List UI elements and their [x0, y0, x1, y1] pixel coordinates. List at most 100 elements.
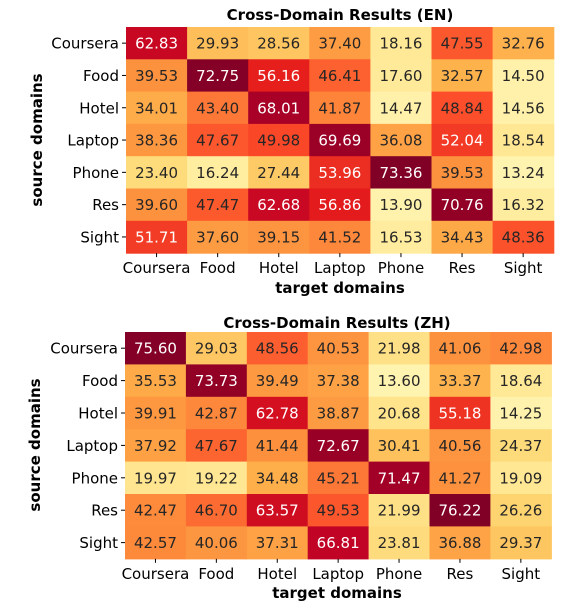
cell-value-label: 49.53 [317, 502, 360, 520]
heatmap-panel-en: Cross-Domain Results (EN) 62.83 29.93 28.5… [28, 6, 555, 297]
x-tick-label: Sight [504, 259, 543, 277]
cell-value-label: 42.47 [134, 502, 177, 520]
cell-value-label: 62.78 [256, 405, 299, 423]
heatmap-cell-zh-phone-food [185, 461, 248, 495]
cell-value-label: 21.99 [378, 502, 421, 520]
cell-value-label: 19.97 [134, 469, 177, 487]
heatmap-cell-zh-hotel-sight [490, 396, 552, 430]
heatmap-cell-zh-res-sight [490, 494, 552, 527]
heatmap-cell-en-laptop-phone [370, 123, 433, 157]
cell-value-label: 30.41 [378, 437, 421, 455]
cell-value-label: 47.47 [196, 196, 239, 214]
cell-value-label: 41.06 [438, 340, 481, 358]
heatmap-cell-zh-sight-sight [490, 526, 552, 560]
y-tick-label: Coursera [51, 35, 119, 53]
cell-value-label: 48.84 [441, 99, 484, 117]
cell-value-label: 14.25 [499, 405, 542, 423]
heatmap-panel-zh: Cross-Domain Results (ZH) 75.60 29.03 48.5… [26, 314, 552, 602]
cell-value-label: 42.57 [134, 534, 177, 552]
cell-value-label: 51.71 [135, 228, 178, 246]
heatmap-cell-en-phone-res [431, 156, 494, 190]
y-tick-label: Res [92, 196, 119, 214]
heatmap-cell-en-coursera-phone [370, 27, 433, 60]
cell-value-label: 35.53 [134, 372, 177, 390]
heatmap-cell-en-res-coursera [126, 188, 188, 222]
y-axis-ticks-zh: Coursera Food Hotel Laptop Phone Res Sight [50, 340, 125, 552]
heatmap-cell-zh-res-food [185, 494, 248, 527]
heatmap-cell-zh-food-sight [490, 364, 552, 398]
cell-value-label: 29.03 [195, 340, 238, 358]
heatmap-cell-zh-res-hotel [246, 494, 309, 527]
y-axis-label-en: source domains [28, 73, 46, 206]
heatmap-cell-zh-sight-laptop [307, 526, 370, 560]
cell-value-label: 47.67 [195, 437, 238, 455]
y-tick-label: Phone [73, 164, 119, 182]
heatmap-cell-en-food-food [187, 59, 249, 93]
heatmap-cell-en-res-food [187, 188, 249, 222]
heatmap-cell-zh-hotel-coursera [125, 396, 187, 430]
heatmap-cell-zh-laptop-laptop [307, 429, 370, 463]
cell-value-label: 36.08 [379, 132, 422, 150]
heatmap-cell-en-phone-coursera [126, 156, 188, 190]
cell-value-label: 41.27 [438, 469, 481, 487]
heatmap-cell-en-food-hotel [248, 59, 310, 93]
cell-value-label: 39.49 [256, 372, 299, 390]
y-tick-label: Coursera [50, 340, 118, 358]
heatmap-cell-zh-food-coursera [125, 364, 187, 398]
y-tick-label: Phone [72, 469, 118, 487]
cell-value-label: 14.50 [502, 67, 545, 85]
cell-value-label: 23.40 [135, 164, 178, 182]
heatmap-cell-zh-coursera-food [185, 332, 248, 365]
y-axis-ticks-en: Coursera Food Hotel Laptop Phone Res Sight [51, 35, 126, 246]
cell-value-label: 76.22 [438, 502, 481, 520]
cell-value-label: 48.36 [502, 228, 545, 246]
y-tick-label: Sight [80, 228, 119, 246]
x-tick-label: Phone [378, 259, 424, 277]
cell-value-label: 73.36 [379, 164, 422, 182]
heatmap-cell-en-coursera-hotel [248, 27, 310, 60]
heatmap-cell-zh-coursera-phone [368, 332, 431, 365]
heatmap-cell-zh-res-laptop [307, 494, 370, 527]
x-tick-label: Food [198, 565, 234, 583]
cell-value-label: 39.15 [257, 228, 300, 246]
heatmap-cell-en-hotel-sight [492, 91, 555, 125]
cell-value-label: 24.37 [499, 437, 542, 455]
cell-value-label: 14.56 [502, 99, 545, 117]
cell-value-label: 32.57 [441, 67, 484, 85]
heatmap-cell-en-sight-hotel [248, 220, 310, 254]
cell-value-label: 16.53 [379, 228, 422, 246]
cell-value-label: 70.76 [441, 196, 484, 214]
y-tick-label: Res [91, 502, 118, 520]
cell-value-label: 40.53 [317, 340, 360, 358]
x-tick-label: Laptop [312, 565, 364, 583]
cell-value-label: 53.96 [318, 164, 361, 182]
x-tick-label: Hotel [257, 565, 297, 583]
cell-value-label: 37.60 [196, 228, 239, 246]
heatmap-cell-zh-laptop-phone [368, 429, 431, 463]
heatmap-cell-en-sight-res [431, 220, 494, 254]
cell-value-label: 26.26 [499, 502, 542, 520]
heatmap-cell-zh-food-laptop [307, 364, 370, 398]
cell-value-label: 47.55 [441, 35, 484, 53]
cell-value-label: 36.88 [438, 534, 481, 552]
heatmap-cell-zh-hotel-res [429, 396, 491, 430]
cell-value-label: 69.69 [318, 132, 361, 150]
heatmap-cell-zh-phone-coursera [125, 461, 187, 495]
cell-value-label: 75.60 [134, 340, 177, 358]
heatmap-cell-zh-food-hotel [246, 364, 309, 398]
heatmap-cell-zh-laptop-res [429, 429, 491, 463]
cell-value-label: 27.44 [257, 164, 300, 182]
heatmap-cell-zh-res-res [429, 494, 491, 527]
cell-value-label: 43.40 [196, 99, 239, 117]
heatmap-cell-en-coursera-laptop [309, 27, 371, 60]
heatmap-cell-en-food-coursera [126, 59, 188, 93]
heatmap-cell-en-coursera-sight [492, 27, 555, 60]
heatmap-cell-en-food-phone [370, 59, 433, 93]
heatmap-cell-zh-laptop-food [185, 429, 248, 463]
heatmap-cell-en-laptop-laptop [309, 123, 371, 157]
heatmap-cell-en-hotel-coursera [126, 91, 188, 125]
heatmap-cell-en-sight-food [187, 220, 249, 254]
heatmap-cell-zh-food-res [429, 364, 491, 398]
heatmap-cell-zh-coursera-sight [490, 332, 552, 365]
